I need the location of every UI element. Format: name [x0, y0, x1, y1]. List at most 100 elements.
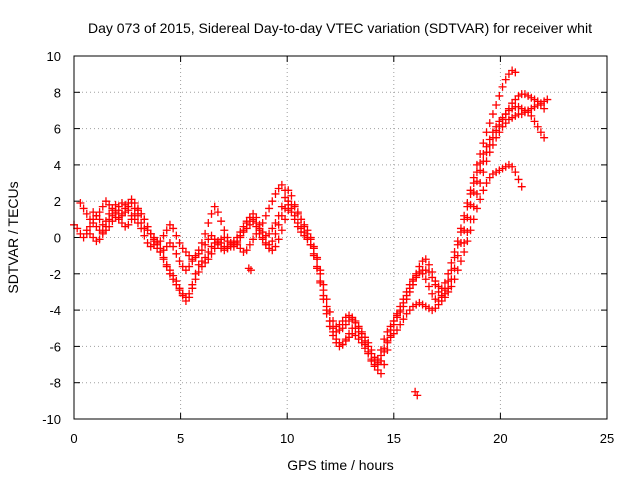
data-point: [396, 302, 405, 311]
data-point: [460, 238, 469, 247]
x-tick-label: 20: [493, 431, 507, 446]
data-point: [447, 258, 456, 267]
data-point: [162, 226, 171, 235]
x-tick-label: 15: [387, 431, 401, 446]
data-point: [511, 68, 520, 77]
y-tick-label: 0: [54, 231, 61, 246]
data-point: [351, 316, 360, 325]
data-point: [172, 231, 181, 240]
data-point: [265, 204, 274, 213]
data-point: [476, 195, 485, 204]
data-point: [485, 148, 494, 157]
data-point: [133, 218, 142, 227]
data-point: [361, 333, 370, 342]
data-point: [201, 253, 210, 262]
data-point: [274, 235, 283, 244]
data-point: [456, 257, 465, 266]
data-point: [249, 235, 258, 244]
data-point: [492, 101, 501, 110]
data-point: [242, 218, 251, 227]
data-point: [357, 327, 366, 336]
data-point: [73, 224, 82, 233]
data-point: [428, 267, 437, 276]
data-point: [156, 237, 165, 246]
data-point: [303, 226, 312, 235]
data-point: [533, 122, 542, 131]
data-point: [159, 253, 168, 262]
data-point: [290, 200, 299, 209]
data-point: [501, 75, 510, 84]
x-tick-label: 25: [600, 431, 614, 446]
data-point: [479, 150, 488, 159]
data-point: [271, 189, 280, 198]
data-point: [255, 220, 264, 229]
data-point: [207, 209, 216, 218]
data-point: [485, 119, 494, 128]
y-tick-label: 6: [54, 122, 61, 137]
data-point: [265, 229, 274, 238]
data-point: [479, 168, 488, 177]
data-point: [281, 193, 290, 202]
data-point: [322, 295, 331, 304]
data-point: [418, 269, 427, 278]
data-point: [185, 262, 194, 271]
data-point: [424, 282, 433, 291]
data-point: [482, 142, 491, 151]
data-point: [268, 224, 277, 233]
x-tick-labels: 0 5 10 15 20 25: [70, 431, 614, 446]
data-point: [217, 217, 226, 226]
data-point: [341, 335, 350, 344]
y-tick-labels: -10 -8 -6 -4 -2 0 2 4 6 8 10: [42, 49, 61, 427]
data-point: [175, 238, 184, 247]
y-tick-label: 10: [47, 49, 61, 64]
y-tick-label: -8: [49, 376, 61, 391]
data-point: [101, 222, 110, 231]
data-point: [377, 369, 386, 378]
data-point: [223, 233, 232, 242]
data-point: [476, 179, 485, 188]
data-point: [345, 329, 354, 338]
data-point: [367, 346, 376, 355]
data-point: [517, 182, 526, 191]
data-point: [95, 208, 104, 217]
data-point: [511, 168, 520, 177]
data-point: [402, 287, 411, 296]
y-tick-label: 8: [54, 85, 61, 100]
grid: [74, 56, 607, 419]
data-point: [162, 262, 171, 271]
data-point: [197, 238, 206, 247]
data-point: [463, 228, 472, 237]
data-point: [444, 277, 453, 286]
data-point: [169, 242, 178, 251]
data-point: [482, 157, 491, 166]
chart-title: Day 073 of 2015, Sidereal Day-to-day VTE…: [88, 20, 592, 36]
data-point: [194, 246, 203, 255]
y-axis-label: SDTVAR / TECUs: [5, 181, 21, 293]
data-point: [405, 280, 414, 289]
plot-frame: [73, 55, 608, 420]
data-point: [498, 82, 507, 91]
data-point: [540, 133, 549, 142]
data-point: [325, 307, 334, 316]
data-point: [233, 238, 242, 247]
data-point: [210, 202, 219, 211]
data-point: [188, 280, 197, 289]
data-point: [95, 235, 104, 244]
data-point: [460, 248, 469, 257]
x-tick-label: 0: [70, 431, 77, 446]
data-point: [437, 293, 446, 302]
data-point: [472, 189, 481, 198]
data-point: [329, 316, 338, 325]
data-point: [440, 286, 449, 295]
data-point: [338, 340, 347, 349]
data-point: [213, 208, 222, 217]
data-point: [133, 204, 142, 213]
data-point: [130, 199, 139, 208]
data-point: [277, 202, 286, 211]
data-point: [543, 95, 552, 104]
y-tick-label: -10: [42, 412, 61, 427]
data-point: [277, 226, 286, 235]
data-point: [431, 277, 440, 286]
data-point: [453, 240, 462, 249]
